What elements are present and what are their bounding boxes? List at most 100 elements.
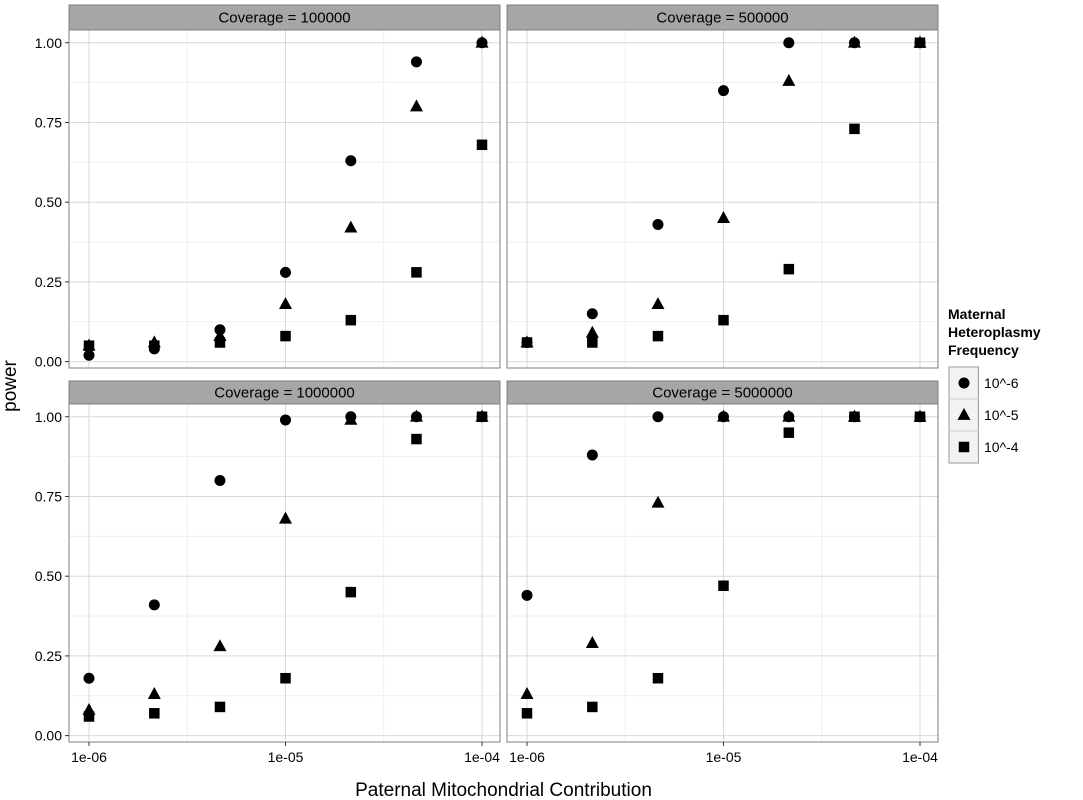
point-circle: [83, 672, 95, 684]
point-square: [345, 314, 357, 326]
point-circle: [148, 599, 160, 611]
y-tick-label: 1.00: [35, 35, 62, 51]
point-square: [849, 123, 860, 135]
point-square: [521, 337, 533, 348]
legend-key-circle: [958, 377, 970, 389]
point-square: [783, 427, 795, 438]
point-square: [214, 701, 226, 713]
point-triangle: [782, 409, 796, 422]
legend-label: 10^-5: [984, 407, 1019, 423]
y-tick-label: 1.00: [35, 409, 62, 425]
facet-strip-label: Coverage = 500000: [656, 10, 788, 27]
legend-label: 10^-6: [984, 375, 1019, 391]
x-tick-label: 1e-04: [902, 749, 938, 765]
y-tick-label: 0.00: [35, 728, 62, 744]
x-tick-label: 1e-06: [71, 749, 107, 765]
point-square: [83, 340, 95, 351]
point-square: [521, 708, 533, 719]
facet-strip: [68, 4, 501, 31]
point-square: [83, 711, 95, 722]
legend: Maternal Heteroplasmy Frequency 10^-6 10^-5 1…: [948, 306, 1041, 464]
point-triangle: [147, 687, 161, 699]
point-square: [914, 411, 926, 423]
facet-panel-5000000: Coverage = 5000000 1e-06 1e-05 1e-04: [506, 380, 939, 765]
legend-title: Maternal: [948, 306, 1006, 322]
point-triangle: [475, 35, 489, 48]
point-triangle: [585, 325, 599, 338]
legend-label: 10^-4: [984, 439, 1019, 455]
point-square: [652, 330, 664, 342]
facet-panel-1000000: Coverage = 1000000 0.00 0.25 0.50 0.75 1.00 1e…: [35, 380, 501, 765]
point-square: [411, 267, 422, 278]
point-triangle: [585, 636, 599, 648]
legend-title: Frequency: [948, 342, 1019, 358]
point-circle: [783, 37, 795, 49]
point-square: [849, 411, 860, 423]
y-axis-title: power: [0, 359, 21, 411]
legend-key-triangle: [957, 407, 971, 420]
point-circle: [345, 155, 357, 167]
panel-background: [507, 404, 938, 742]
panel-border: [68, 29, 501, 369]
panel-border: [506, 403, 939, 743]
point-triangle: [782, 73, 796, 86]
facet-strip-label: Coverage = 1000000: [214, 385, 355, 402]
y-tick-label: 0.25: [35, 648, 62, 664]
point-square: [280, 330, 291, 342]
facet-panel-500000: Coverage = 500000: [506, 4, 939, 369]
facet-panel-100000: Coverage = 100000 0.00 0.25 0.50 0.75 1.00: [35, 4, 501, 370]
point-square: [718, 580, 729, 592]
point-circle: [586, 449, 598, 461]
point-triangle: [213, 639, 227, 652]
point-square: [652, 672, 664, 684]
point-circle: [718, 85, 729, 97]
point-square: [587, 701, 598, 713]
point-circle: [652, 411, 664, 423]
point-circle: [586, 308, 598, 320]
point-square: [149, 340, 160, 351]
point-square: [149, 708, 160, 719]
legend-key-square: [958, 441, 970, 453]
point-square: [914, 37, 926, 49]
point-triangle: [344, 412, 358, 425]
point-square: [411, 433, 422, 445]
point-circle: [521, 589, 533, 601]
point-square: [476, 411, 488, 423]
facet-strip-label: Coverage = 100000: [218, 10, 350, 27]
point-circle: [214, 475, 226, 487]
y-tick-label: 0.00: [35, 354, 62, 370]
point-triangle: [344, 220, 358, 233]
point-triangle: [279, 297, 292, 310]
point-circle: [280, 266, 291, 278]
point-triangle: [717, 211, 730, 223]
x-tick-label: 1e-05: [268, 749, 304, 765]
panel-border: [506, 29, 939, 369]
x-tick-label: 1e-04: [464, 749, 500, 765]
point-circle: [652, 219, 664, 231]
point-triangle: [717, 409, 730, 422]
point-circle: [280, 414, 291, 426]
point-square: [476, 139, 488, 151]
y-tick-label: 0.50: [35, 568, 62, 584]
point-triangle: [520, 687, 534, 699]
point-square: [587, 337, 598, 348]
point-triangle: [847, 35, 861, 48]
y-tick-label: 0.75: [35, 488, 62, 504]
point-triangle: [651, 495, 665, 508]
panel-background: [69, 404, 500, 742]
point-triangle: [651, 297, 665, 310]
y-tick-label: 0.50: [35, 194, 62, 210]
point-square: [783, 263, 795, 275]
point-square: [280, 672, 291, 684]
point-triangle: [409, 99, 423, 112]
y-tick-label: 0.75: [35, 114, 62, 130]
point-circle: [410, 56, 422, 68]
x-tick-label: 1e-05: [706, 749, 742, 765]
point-circle: [83, 349, 95, 361]
panel-border: [68, 403, 501, 743]
y-tick-label: 0.25: [35, 274, 62, 290]
point-square: [214, 337, 226, 348]
point-triangle: [409, 409, 423, 422]
point-square: [718, 314, 729, 326]
